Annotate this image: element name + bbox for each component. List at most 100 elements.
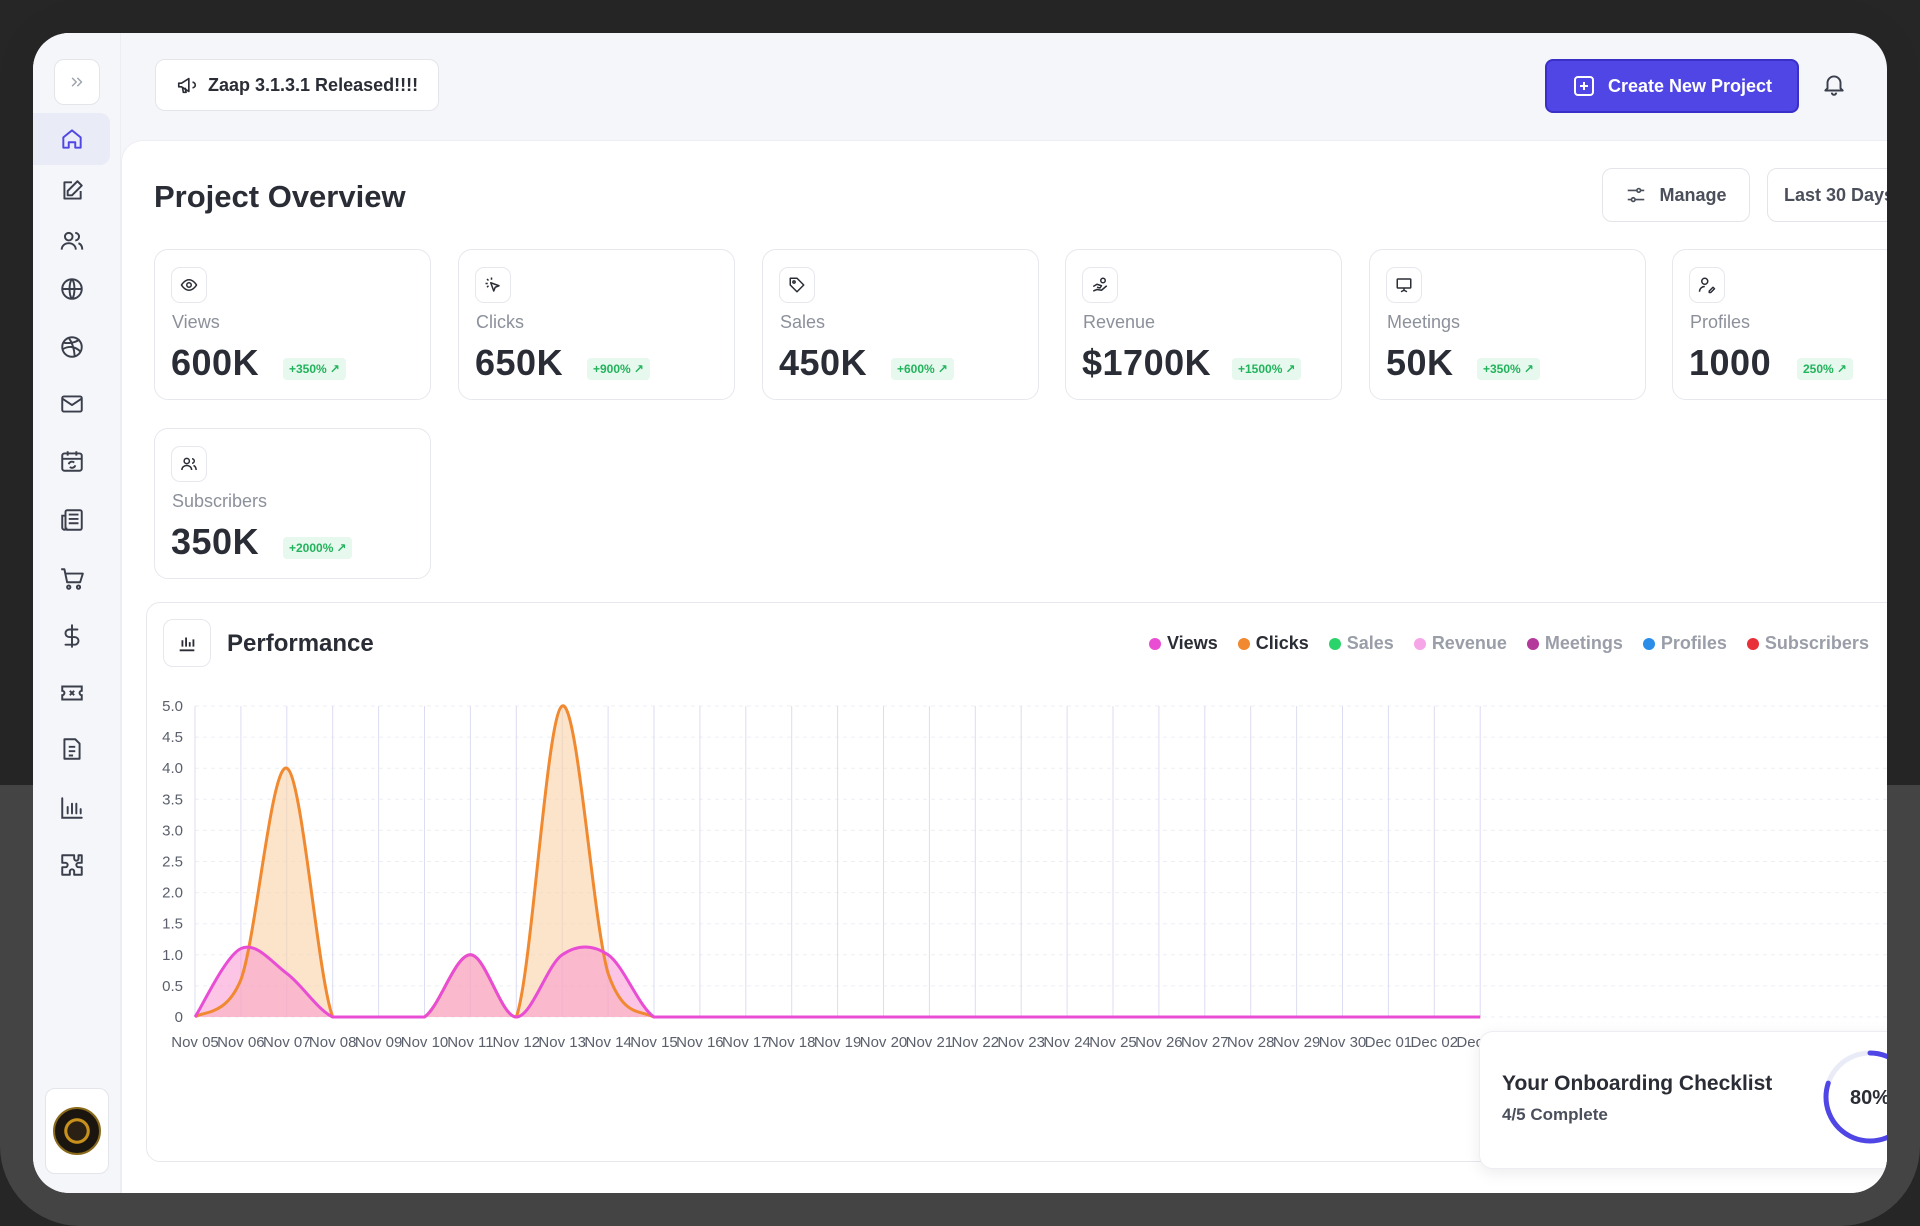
cart-icon bbox=[60, 568, 84, 590]
expand-sidebar-button[interactable] bbox=[54, 59, 100, 105]
onboarding-checklist-card[interactable]: Your Onboarding Checklist 4/5 Complete 8… bbox=[1479, 1031, 1887, 1169]
sidebar bbox=[33, 33, 121, 1193]
chevrons-right-icon bbox=[71, 77, 83, 87]
sidebar-item-audience[interactable] bbox=[33, 215, 110, 267]
onboarding-percent: 80% bbox=[1850, 1087, 1887, 1109]
sidebar-item-payments[interactable] bbox=[33, 610, 110, 662]
y-tick-label: 3.5 bbox=[162, 791, 183, 808]
x-tick-label: Nov 26 bbox=[1135, 1034, 1183, 1051]
legend-item-views[interactable]: Views bbox=[1149, 633, 1218, 654]
stat-icon-box bbox=[779, 267, 815, 303]
legend-dot bbox=[1237, 637, 1250, 650]
stat-label: Subscribers bbox=[172, 491, 268, 511]
onboarding-progress-ring bbox=[1823, 1050, 1887, 1144]
stat-card-subscribers[interactable]: Subscribers 350K +2000% ↗ bbox=[154, 428, 431, 579]
y-tick-label: 0 bbox=[175, 1009, 183, 1026]
sidebar-item-scheduler[interactable] bbox=[33, 435, 110, 487]
dribbble-icon bbox=[60, 336, 83, 358]
x-tick-label: Nov 23 bbox=[997, 1034, 1045, 1051]
money-hand-icon bbox=[1092, 277, 1108, 292]
y-tick-label: 1.0 bbox=[162, 947, 183, 964]
stat-change-text: +900% bbox=[593, 362, 631, 376]
legend-dot bbox=[1149, 637, 1161, 650]
sidebar-item-explore[interactable] bbox=[33, 321, 110, 373]
stat-change-text: +350% bbox=[289, 362, 327, 376]
sidebar-item-editor[interactable] bbox=[33, 165, 110, 217]
sliders-icon bbox=[1628, 187, 1645, 203]
stat-value: 350K bbox=[171, 521, 260, 562]
release-announcement[interactable]: Zaap 3.1.3.1 Released!!!! bbox=[155, 59, 440, 111]
legend-dot bbox=[1526, 637, 1539, 650]
stat-icon-box bbox=[171, 446, 207, 482]
stat-label: Revenue bbox=[1083, 312, 1156, 332]
sidebar-item-analytics[interactable] bbox=[33, 782, 110, 834]
x-tick-label: Nov 06 bbox=[217, 1034, 265, 1051]
stat-card-views[interactable]: Views 600K +350% ↗ bbox=[154, 249, 431, 400]
edit-icon bbox=[62, 180, 83, 200]
x-tick-label: Nov 10 bbox=[401, 1034, 449, 1051]
sidebar-item-store[interactable] bbox=[33, 553, 110, 605]
stat-change-text: 250% bbox=[1803, 362, 1834, 376]
calendar-refresh-icon bbox=[60, 451, 83, 472]
avatar bbox=[53, 1107, 101, 1155]
legend-item-profiles[interactable]: Profiles bbox=[1642, 633, 1727, 654]
legend-item-sales[interactable]: Sales bbox=[1328, 633, 1394, 654]
performance-title: Performance bbox=[227, 630, 374, 657]
stat-card-meetings[interactable]: Meetings 50K +350% ↗ bbox=[1369, 249, 1646, 400]
x-tick-label: Dec 02 bbox=[1411, 1034, 1459, 1051]
sidebar-item-tickets[interactable] bbox=[33, 667, 110, 719]
stat-card-sales[interactable]: Sales 450K +600% ↗ bbox=[762, 249, 1039, 400]
x-tick-label: Nov 11 bbox=[447, 1034, 493, 1051]
legend-item-subscribers[interactable]: Subscribers bbox=[1746, 633, 1869, 654]
stat-change-badge: +600% ↗ bbox=[891, 358, 954, 380]
legend-dot bbox=[1413, 637, 1426, 650]
stat-change-badge: +350% ↗ bbox=[1477, 358, 1540, 380]
sidebar-item-domains[interactable] bbox=[33, 263, 110, 315]
profile-menu[interactable] bbox=[45, 1088, 109, 1174]
stat-card-revenue[interactable]: Revenue $1700K +1500% ↗ bbox=[1065, 249, 1342, 400]
legend-item-clicks[interactable]: Clicks bbox=[1237, 633, 1309, 654]
manage-button[interactable]: Manage bbox=[1602, 168, 1750, 222]
document-icon bbox=[62, 738, 81, 760]
trend-up-icon: ↗ bbox=[1836, 362, 1847, 376]
x-tick-label: Nov 09 bbox=[355, 1034, 403, 1051]
stat-change-badge: +350% ↗ bbox=[283, 358, 346, 380]
legend-label: Revenue bbox=[1431, 633, 1507, 653]
sidebar-item-integrations[interactable] bbox=[33, 839, 110, 891]
stat-change-badge: +900% ↗ bbox=[587, 358, 650, 380]
stat-icon-box bbox=[171, 267, 207, 303]
x-tick-label: Nov 21 bbox=[906, 1034, 954, 1051]
newspaper-icon bbox=[60, 509, 83, 531]
trend-up-icon: ↗ bbox=[937, 362, 948, 376]
stat-label: Sales bbox=[780, 312, 826, 332]
eye-icon bbox=[180, 278, 198, 292]
stat-change-text: +1500% bbox=[1238, 362, 1283, 376]
legend-item-meetings[interactable]: Meetings bbox=[1526, 633, 1623, 654]
stat-change-badge: +1500% ↗ bbox=[1232, 358, 1302, 380]
sidebar-item-home[interactable] bbox=[33, 113, 110, 165]
home-icon bbox=[61, 129, 82, 149]
sidebar-item-documents[interactable] bbox=[33, 723, 110, 775]
bar-chart-icon bbox=[179, 637, 195, 652]
sidebar-item-email[interactable] bbox=[33, 378, 110, 430]
stat-value: 50K bbox=[1386, 342, 1454, 383]
stat-card-profiles[interactable]: Profiles 1000 250% ↗ bbox=[1672, 249, 1887, 400]
sidebar-item-blog[interactable] bbox=[33, 494, 110, 546]
date-range-select[interactable]: Last 30 Days bbox=[1767, 168, 1887, 222]
x-tick-label: Nov 18 bbox=[768, 1034, 816, 1051]
globe-icon bbox=[60, 278, 83, 300]
stat-card-clicks[interactable]: Clicks 650K +900% ↗ bbox=[458, 249, 735, 400]
onboarding-progress-text: 4/5 Complete bbox=[1502, 1105, 1608, 1124]
stat-icon-box bbox=[475, 267, 511, 303]
legend-item-revenue[interactable]: Revenue bbox=[1413, 633, 1507, 654]
stat-value: $1700K bbox=[1082, 342, 1212, 383]
puzzle-icon bbox=[60, 854, 83, 876]
create-project-button[interactable]: Create New Project bbox=[1545, 59, 1799, 113]
stat-label: Clicks bbox=[476, 312, 524, 332]
x-tick-label: Nov 20 bbox=[860, 1034, 908, 1051]
date-range-label: Last 30 Days bbox=[1784, 184, 1887, 205]
notifications-button[interactable] bbox=[1821, 71, 1851, 101]
x-tick-label: Nov 28 bbox=[1227, 1034, 1275, 1051]
